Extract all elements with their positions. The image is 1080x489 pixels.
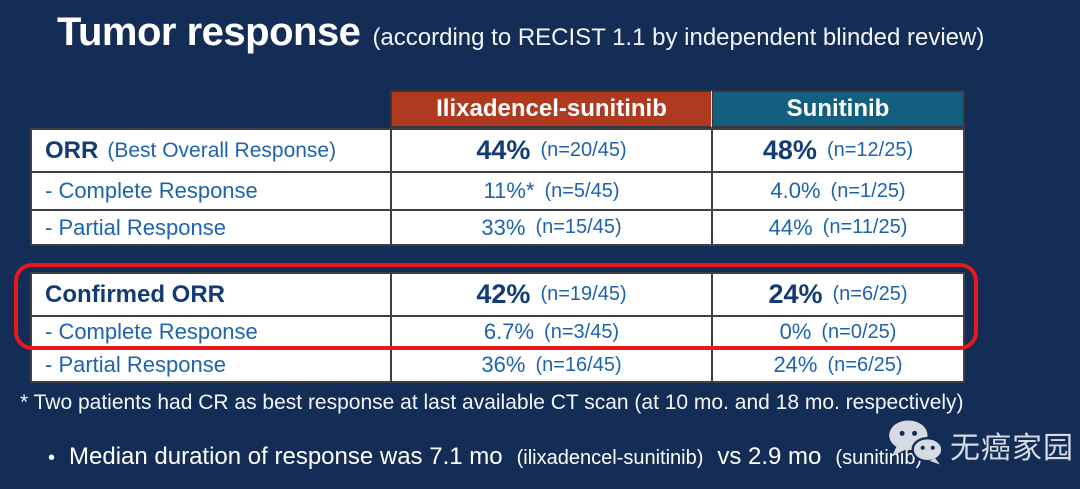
table-section-confirmed-orr: Confirmed ORR 42% (n=19/45) 24% (n=6/25)… [30, 272, 965, 383]
row-label-complete-response-confirmed: - Complete Response [32, 317, 392, 349]
value-n: (n=0/25) [821, 320, 897, 343]
value-percent: 4.0% [770, 178, 821, 203]
value-percent: 48% [762, 135, 817, 165]
row-label-complete-response: - Complete Response [32, 173, 392, 211]
page-title: Tumor response (according to RECIST 1.1 … [57, 10, 984, 55]
title-main: Tumor response [57, 10, 361, 54]
row-label-confirmed-orr: Confirmed ORR [32, 274, 392, 317]
value-n: (n=5/45) [544, 179, 620, 202]
bullet-paren-sunitinib: (sunitinib) [835, 447, 923, 469]
value-percent: 42% [476, 279, 531, 309]
value-n: (n=19/45) [540, 283, 627, 305]
table-header-row: Ilixadencel-sunitinib Sunitinib [390, 90, 965, 128]
cell-cr-sunitinib: 4.0% (n=1/25) [713, 173, 963, 211]
cell-pr-ilixadencel: 33% (n=15/45) [392, 211, 713, 244]
bullet-dot: • [48, 447, 56, 469]
value-n: (n=6/25) [827, 353, 903, 376]
watermark: 无癌家园 [887, 419, 1074, 470]
value-percent: 44% [476, 135, 531, 165]
cell-confirmed-orr-ilixadencel: 42% (n=19/45) [392, 274, 713, 317]
row-label-text: - Partial Response [45, 214, 226, 240]
cell-confirmed-pr-sunitinib: 24% (n=6/25) [713, 349, 963, 381]
value-percent: 24% [773, 352, 818, 377]
cell-confirmed-orr-sunitinib: 24% (n=6/25) [713, 274, 963, 317]
bullet-text-main: Median duration of response was 7.1 mo [69, 443, 503, 470]
value-n: (n=3/45) [544, 320, 620, 343]
value-percent: 33% [481, 214, 526, 240]
value-percent: 36% [481, 352, 526, 377]
row-label-text: - Complete Response [45, 178, 258, 203]
cell-pr-sunitinib: 44% (n=11/25) [713, 211, 963, 244]
value-percent: 44% [768, 214, 813, 240]
value-n: (n=1/25) [830, 179, 906, 202]
value-n: (n=15/45) [535, 216, 622, 238]
value-n: (n=12/25) [826, 139, 914, 161]
row-label-orr-main: ORR [45, 136, 99, 164]
cell-cr-ilixadencel: 11%* (n=5/45) [392, 173, 713, 211]
value-n: (n=11/25) [822, 216, 908, 238]
value-percent: 0% [779, 319, 812, 344]
bullet-paren-ilixadencel: (ilixadencel-sunitinib) [516, 447, 704, 469]
value-n: (n=16/45) [535, 353, 622, 376]
row-label-orr: ORR (Best Overall Response) [32, 130, 392, 173]
row-label-confirmed-orr-main: Confirmed ORR [45, 280, 225, 308]
cell-confirmed-cr-sunitinib: 0% (n=0/25) [713, 317, 963, 349]
column-header-sunitinib: Sunitinib [712, 90, 965, 128]
cell-orr-ilixadencel: 44% (n=20/45) [392, 130, 713, 173]
value-percent: 24% [768, 279, 823, 309]
value-n: (n=6/25) [832, 283, 908, 305]
watermark-label: 无癌家园 [950, 431, 1074, 465]
confirmed-orr-highlight-outline [14, 263, 978, 350]
median-duration-bullet: • Median duration of response was 7.1 mo… [48, 443, 922, 471]
row-label-partial-response-confirmed: - Partial Response [32, 349, 392, 381]
column-header-ilixadencel-sunitinib: Ilixadencel-sunitinib [390, 90, 712, 128]
title-subtitle: (according to RECIST 1.1 by independent … [372, 24, 985, 51]
row-label-partial-response: - Partial Response [32, 211, 392, 244]
row-label-orr-sub: (Best Overall Response) [107, 138, 337, 162]
value-percent: 6.7% [483, 319, 535, 344]
table-section-best-overall-response: ORR (Best Overall Response) 44% (n=20/45… [30, 128, 965, 246]
bullet-text-mid: vs 2.9 mo [717, 443, 822, 470]
row-label-text: - Complete Response [45, 319, 258, 344]
cell-confirmed-pr-ilixadencel: 36% (n=16/45) [392, 349, 713, 381]
footnote-asterisk: * Two patients had CR as best response a… [20, 391, 964, 414]
value-percent: 11%* [483, 178, 535, 203]
wechat-icon [887, 419, 945, 470]
row-label-text: - Partial Response [45, 352, 226, 377]
cell-orr-sunitinib: 48% (n=12/25) [713, 130, 963, 173]
value-n: (n=20/45) [540, 139, 627, 161]
